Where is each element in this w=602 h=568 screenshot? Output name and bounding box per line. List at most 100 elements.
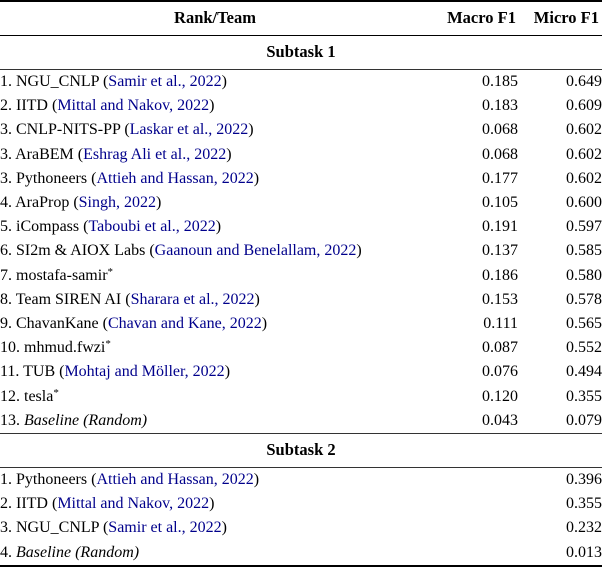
team-cell: 9. ChavanKane (Chavan and Kane, 2022) [0,312,430,336]
table-row: 8. Team SIREN AI (Sharara et al., 2022) … [0,288,602,312]
rank-team-text: 12. tesla [0,387,54,405]
micro-f1-value: 0.079 [566,411,602,429]
section-header-subtask-1: Subtask 1 [0,35,602,70]
micro-f1-value: 0.602 [566,121,602,139]
team-cell: 13. Baseline (Random) [0,409,430,434]
table-row: 4. AraProp (Singh, 2022) 0.105 0.600 [0,191,602,215]
table-row: 1. Pythoneers (Attieh and Hassan, 2022) … [0,468,602,493]
macro-f1-value: 0.153 [482,290,518,308]
rank-team-text: 2. IITD ( [0,495,58,513]
micro-f1-value: 0.600 [566,194,602,212]
citation-link[interactable]: Attieh and Hassan, 2022 [96,169,254,187]
footnote-star: * [107,265,114,278]
team-cell: 2. IITD (Mittal and Nakov, 2022) [0,94,430,118]
team-cell: 11. TUB (Mohtaj and Möller, 2022) [0,360,430,384]
team-cell: 5. iCompass (Taboubi et al., 2022) [0,215,430,239]
micro-f1-value: 0.013 [566,543,602,561]
micro-f1-value: 0.649 [566,73,602,90]
baseline-label: Baseline (Random) [24,411,148,429]
citation-link[interactable]: Chavan and Kane, 2022 [107,315,262,333]
table-row: 2. IITD (Mittal and Nakov, 2022) 0.355 [0,492,602,516]
citation-link[interactable]: Mittal and Nakov, 2022 [57,97,210,115]
paren-close: ) [226,145,232,163]
column-header-macro-f1: Macro F1 [430,1,518,36]
macro-f1-value: 0.105 [482,194,518,212]
team-cell: 4. AraProp (Singh, 2022) [0,191,430,215]
micro-f1-value: 0.232 [566,519,602,537]
rank-team-text: 3. CNLP-NITS-PP ( [0,121,130,139]
macro-f1-value: 0.191 [482,218,518,236]
citation-link[interactable]: Taboubi et al., 2022 [88,218,216,236]
table-row: 12. tesla* 0.120 0.355 [0,385,602,409]
citation-link[interactable]: Attieh and Hassan, 2022 [96,471,254,489]
rank-team-text: 6. SI2m & AIOX Labs ( [0,242,155,260]
macro-f1-value: 0.183 [482,97,518,115]
rank-team-text: 5. iCompass ( [0,218,89,236]
paren-close: ) [261,315,268,333]
macro-f1-value: 0.043 [482,411,518,429]
table-row: 10. mhmud.fwzi* 0.087 0.552 [0,336,602,360]
rank-team-text: 3. AraBEM ( [0,145,84,163]
team-cell: 1. NGU_CNLP (Samir et al., 2022) [0,70,430,95]
table-row: 4. Baseline (Random) 0.013 [0,541,602,566]
macro-f1-value: 0.068 [482,121,518,139]
rank-team-text: 11. TUB ( [0,363,65,381]
paren-close: ) [221,73,227,90]
rank-team-text: 4. AraProp ( [0,194,79,212]
table-row: 3. Pythoneers (Attieh and Hassan, 2022) … [0,167,602,191]
table-row: 2. IITD (Mittal and Nakov, 2022) 0.183 0… [0,94,602,118]
micro-f1-value: 0.597 [566,218,602,236]
section-header-subtask-2: Subtask 2 [0,433,602,469]
citation-link[interactable]: Laskar et al., 2022 [129,121,249,139]
citation-link[interactable]: Mittal and Nakov, 2022 [57,495,210,513]
team-cell: 3. Pythoneers (Attieh and Hassan, 2022) [0,167,430,191]
team-cell: 1. Pythoneers (Attieh and Hassan, 2022) [0,468,430,493]
micro-f1-value: 0.355 [566,387,602,405]
citation-link[interactable]: Samir et al., 2022 [108,519,222,537]
column-header-micro-f1: Micro F1 [518,1,602,36]
macro-f1-value: 0.177 [482,169,518,187]
citation-link[interactable]: Eshrag Ali et al., 2022 [83,145,227,163]
macro-f1-value [430,516,518,540]
rank-team-text: 1. Pythoneers ( [0,471,97,489]
paren-close: ) [224,363,231,381]
macro-f1-value: 0.120 [482,387,518,405]
footnote-star: * [105,338,111,351]
paren-close: ) [215,218,222,236]
table-row: 6. SI2m & AIOX Labs (Gaanoun and Benelal… [0,239,602,263]
citation-link[interactable]: Singh, 2022 [78,194,156,212]
team-cell: 6. SI2m & AIOX Labs (Gaanoun and Benelal… [0,239,430,263]
citation-link[interactable]: Samir et al., 2022 [108,73,222,90]
table-header-row: Rank/Team Macro F1 Micro F1 [0,1,602,36]
micro-f1-value: 0.578 [566,290,602,308]
micro-f1-value: 0.565 [566,315,602,333]
rank-team-text: 3. Pythoneers ( [0,169,97,187]
table-row: 9. ChavanKane (Chavan and Kane, 2022) 0.… [0,312,602,336]
paren-close: ) [209,97,215,115]
micro-f1-value: 0.552 [566,339,602,357]
team-cell: 8. Team SIREN AI (Sharara et al., 2022) [0,288,430,312]
macro-f1-value: 0.186 [482,266,518,284]
table-row: 5. iCompass (Taboubi et al., 2022) 0.191… [0,215,602,239]
paren-close: ) [254,290,260,308]
micro-f1-value: 0.580 [566,266,602,284]
macro-f1-value: 0.087 [482,339,518,357]
team-cell: 10. mhmud.fwzi* [0,336,430,360]
citation-link[interactable]: Sharara et al., 2022 [130,290,255,308]
rank-text: 13. [0,411,24,429]
table-row: 13. Baseline (Random) 0.043 0.079 [0,409,602,434]
rank-team-text: 10. mhmud.fwzi [0,339,106,357]
micro-f1-value: 0.396 [566,471,602,489]
team-cell: 7. mostafa-samir* [0,264,430,288]
paren-close: ) [253,471,260,489]
paren-close: ) [248,121,254,139]
macro-f1-value: 0.137 [482,242,518,260]
rank-team-text: 8. Team SIREN AI ( [0,290,131,308]
citation-link[interactable]: Gaanoun and Benelallam, 2022 [154,242,357,260]
citation-link[interactable]: Mohtaj and Möller, 2022 [64,363,225,381]
micro-f1-value: 0.609 [566,97,602,115]
baseline-label: Baseline (Random) [16,543,140,561]
rank-team-text: 3. NGU_CNLP ( [0,519,109,537]
footnote-star: * [53,386,59,399]
